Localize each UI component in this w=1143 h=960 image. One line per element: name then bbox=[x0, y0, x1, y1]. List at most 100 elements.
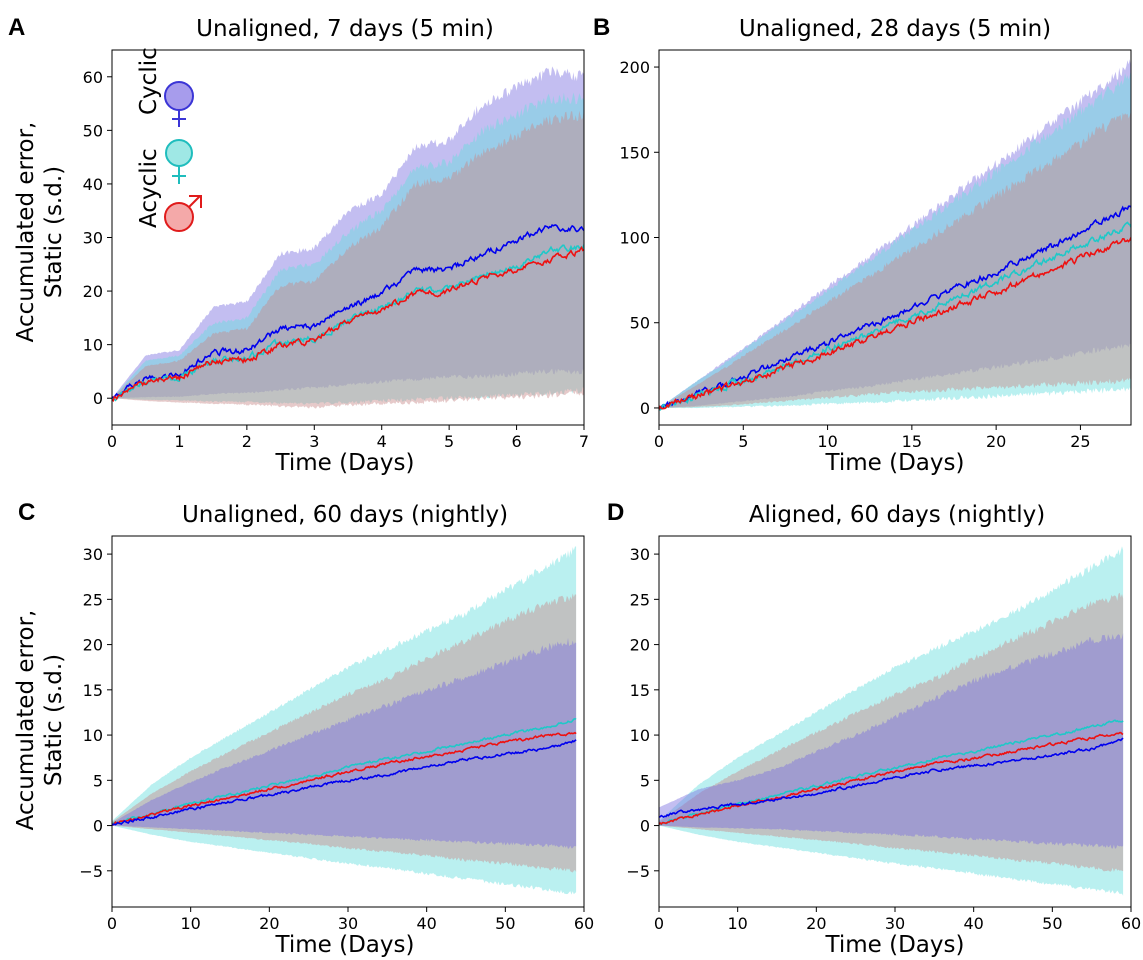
x-tick-label: 20 bbox=[259, 914, 279, 933]
legend-acyclic-female-icon bbox=[165, 139, 193, 184]
panel-d-x-axis-label: Time (Days) bbox=[825, 932, 965, 958]
panel-b-series-group bbox=[659, 59, 1131, 411]
x-tick-label: 0 bbox=[107, 432, 117, 451]
x-tick-label: 0 bbox=[654, 432, 664, 451]
panel-d-series-group bbox=[659, 546, 1124, 896]
x-tick-label: 10 bbox=[817, 432, 837, 451]
line-cyclic bbox=[112, 739, 577, 826]
y-tick-label: 0 bbox=[93, 817, 103, 836]
band-acyclic bbox=[112, 546, 577, 895]
x-tick-label: 5 bbox=[444, 432, 454, 451]
line-acyclic bbox=[112, 244, 584, 402]
y-tick-label: 50 bbox=[83, 121, 103, 140]
panel-d-title: Aligned, 60 days (nightly) bbox=[749, 502, 1045, 528]
band-cyclic bbox=[659, 59, 1131, 409]
x-tick-label: 25 bbox=[1070, 432, 1090, 451]
x-tick-label: 60 bbox=[1121, 914, 1141, 933]
line-male bbox=[112, 731, 577, 826]
x-tick-label: 1 bbox=[174, 432, 184, 451]
line-cyclic bbox=[112, 224, 584, 401]
panel-c-x-axis-label: Time (Days) bbox=[275, 932, 415, 958]
legend-label-acyclic: Acyclic bbox=[136, 148, 162, 228]
panel-a: A Unaligned, 7 days (5 min) 0 1 2 3 4 5 6 7 0 10 2… bbox=[8, 14, 589, 476]
y-tick-label: 10 bbox=[630, 726, 650, 745]
y-tick-label: 10 bbox=[83, 726, 103, 745]
line-male bbox=[659, 731, 1124, 826]
y-tick-label: −5 bbox=[626, 862, 650, 881]
panel-c-y-axis-label-line1: Accumulated error, bbox=[13, 610, 39, 831]
y-tick-label: 20 bbox=[83, 282, 103, 301]
x-tick-label: 40 bbox=[963, 914, 983, 933]
band-acyclic bbox=[659, 70, 1131, 409]
panel-c-y-axis-label-line2: Static (s.d.) bbox=[41, 654, 67, 786]
x-tick-label: 6 bbox=[511, 432, 521, 451]
x-tick-label: 0 bbox=[107, 914, 117, 933]
y-tick-label: 25 bbox=[630, 590, 650, 609]
x-tick-label: 5 bbox=[738, 432, 748, 451]
line-male bbox=[659, 237, 1131, 410]
x-tick-label: 3 bbox=[309, 432, 319, 451]
y-tick-label: 15 bbox=[630, 681, 650, 700]
y-tick-label: 0 bbox=[640, 399, 650, 418]
y-tick-label: 200 bbox=[619, 58, 650, 77]
legend-cyclic-female-icon bbox=[164, 81, 194, 127]
x-tick-label: 4 bbox=[377, 432, 387, 451]
panel-b-title: Unaligned, 28 days (5 min) bbox=[739, 16, 1051, 42]
y-tick-label: −5 bbox=[79, 862, 103, 881]
y-tick-label: 0 bbox=[93, 389, 103, 408]
y-tick-label: 150 bbox=[619, 143, 650, 162]
panel-a-y-axis-label-line2: Static (s.d.) bbox=[41, 166, 67, 298]
y-tick-label: 60 bbox=[83, 68, 103, 87]
x-tick-label: 50 bbox=[1042, 914, 1062, 933]
y-tick-label: 30 bbox=[630, 545, 650, 564]
line-cyclic bbox=[659, 205, 1131, 410]
x-tick-label: 2 bbox=[242, 432, 252, 451]
x-tick-label: 15 bbox=[902, 432, 922, 451]
panel-a-title: Unaligned, 7 days (5 min) bbox=[196, 16, 494, 42]
panel-a-y-axis-label-line1: Accumulated error, bbox=[13, 122, 39, 343]
panel-b-plot-area: 0 5 10 15 20 25 0 50 100 150 200 bbox=[619, 49, 1132, 451]
panel-letter-a: A bbox=[8, 14, 25, 41]
panel-a-plot-area: 0 1 2 3 4 5 6 7 0 10 20 30 40 50 60 bbox=[83, 49, 589, 451]
panel-c-series-group bbox=[112, 546, 577, 895]
line-cyclic bbox=[659, 737, 1124, 818]
panel-letter-d: D bbox=[607, 499, 624, 526]
x-tick-label: 10 bbox=[180, 914, 200, 933]
y-tick-label: 10 bbox=[83, 336, 103, 355]
panel-b: B Unaligned, 28 days (5 min) 0 5 10 15 20 250… bbox=[593, 14, 1132, 476]
panel-b-x-axis-label: Time (Days) bbox=[825, 450, 965, 476]
y-tick-label: 5 bbox=[640, 771, 650, 790]
x-tick-label: 20 bbox=[986, 432, 1006, 451]
line-male bbox=[112, 245, 584, 403]
y-tick-label: 100 bbox=[619, 229, 650, 248]
y-tick-label: 40 bbox=[83, 175, 103, 194]
legend: Cyclic Acyclic bbox=[136, 47, 202, 232]
band-cyclic bbox=[112, 66, 584, 399]
band-acyclic bbox=[659, 546, 1124, 896]
y-tick-label: 25 bbox=[83, 590, 103, 609]
band-male bbox=[659, 592, 1124, 872]
x-tick-label: 40 bbox=[416, 914, 436, 933]
band-male bbox=[659, 110, 1131, 409]
x-tick-label: 20 bbox=[806, 914, 826, 933]
panel-c-plot-area: 0 10 20 30 40 50 60 −5 0 5 10 15 20 25 30 bbox=[79, 535, 594, 933]
line-acyclic bbox=[112, 717, 577, 826]
panel-letter-c: C bbox=[18, 499, 35, 526]
band-cyclic bbox=[112, 637, 577, 849]
x-tick-label: 7 bbox=[579, 432, 589, 451]
legend-label-cyclic: Cyclic bbox=[136, 47, 162, 115]
x-tick-label: 10 bbox=[727, 914, 747, 933]
x-tick-label: 30 bbox=[885, 914, 905, 933]
y-tick-label: 5 bbox=[93, 771, 103, 790]
panel-c: C Unaligned, 60 days (nightly) 0 10 20 30 40… bbox=[13, 499, 594, 958]
x-tick-label: 30 bbox=[338, 914, 358, 933]
y-tick-label: 30 bbox=[83, 545, 103, 564]
panel-c-title: Unaligned, 60 days (nightly) bbox=[182, 502, 508, 528]
y-tick-label: 50 bbox=[630, 314, 650, 333]
panel-d-plot-area: 0 10 20 30 40 50 60 −5 0 5 10 15 20 25 30 bbox=[626, 535, 1141, 933]
y-tick-label: 0 bbox=[640, 817, 650, 836]
y-tick-label: 20 bbox=[83, 636, 103, 655]
band-cyclic bbox=[659, 633, 1124, 849]
panel-a-x-axis-label: Time (Days) bbox=[275, 450, 415, 476]
